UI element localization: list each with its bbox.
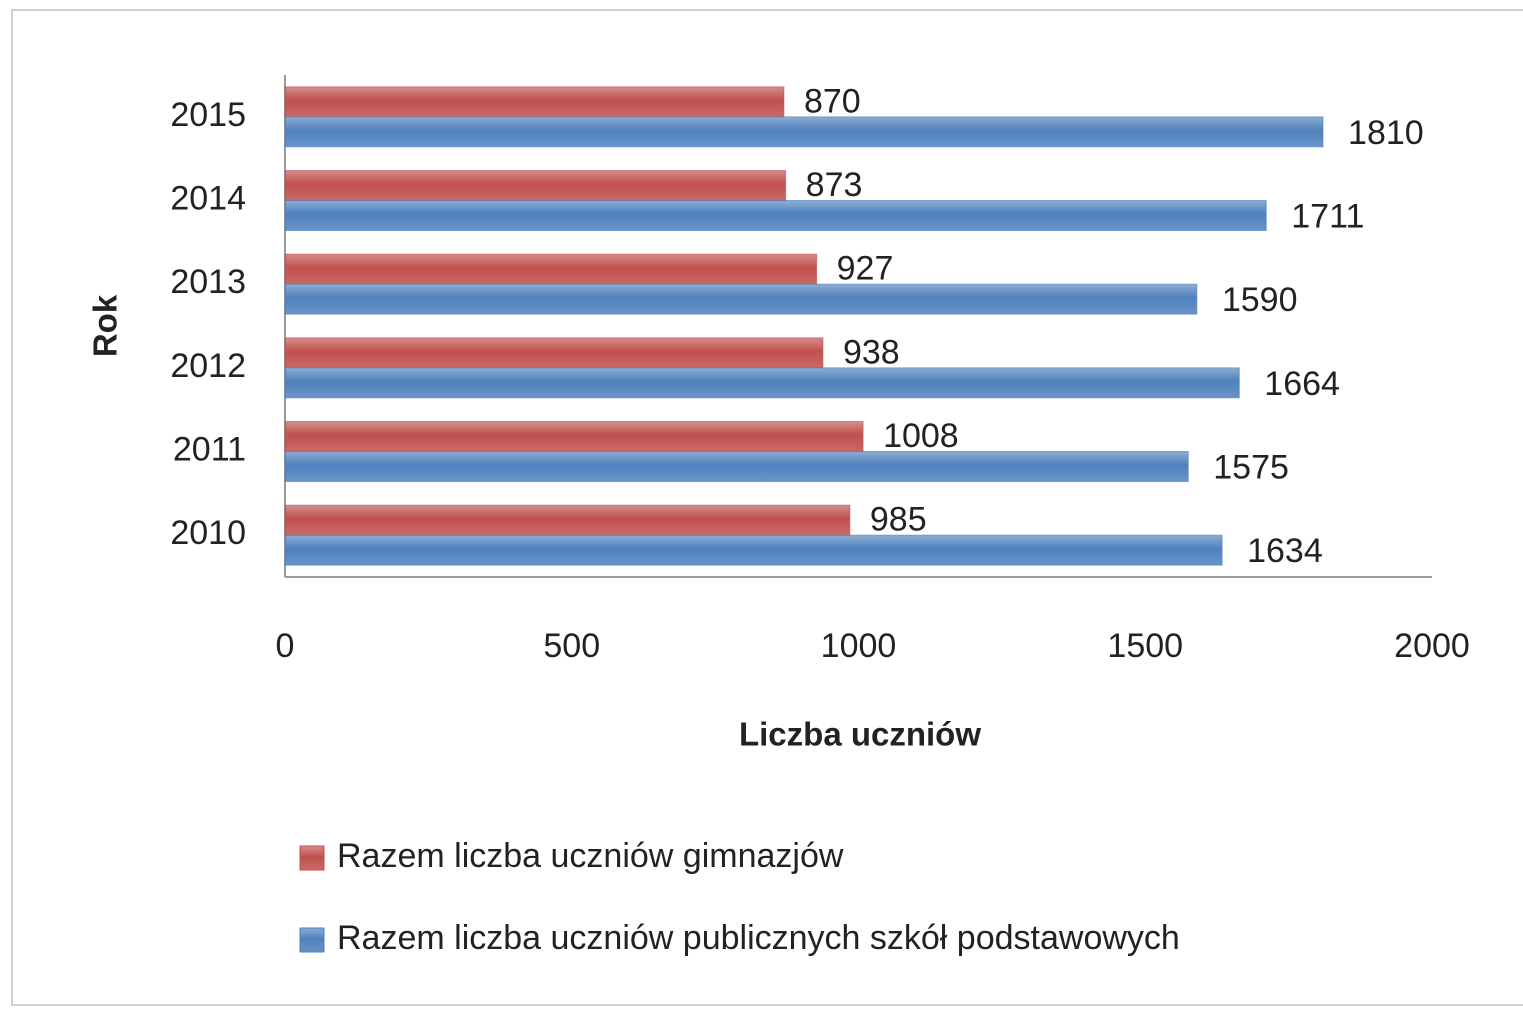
bar	[284, 170, 787, 201]
y-tick-label: 2015	[170, 96, 246, 134]
data-label: 873	[806, 166, 863, 204]
data-label: 1711	[1291, 197, 1364, 235]
bar	[284, 451, 1189, 482]
data-label: 938	[843, 333, 900, 371]
x-tick-label: 1000	[821, 627, 897, 665]
legend-swatch	[299, 927, 325, 953]
bar	[284, 200, 1267, 231]
legend-label: Razem liczba uczniów gimnazjów	[337, 837, 844, 875]
bar	[284, 421, 864, 452]
data-label: 1008	[883, 417, 959, 455]
data-label: 1575	[1213, 448, 1289, 486]
data-label: 985	[870, 501, 927, 539]
x-tick-label: 0	[276, 627, 295, 665]
data-label: 870	[804, 82, 861, 120]
bar	[284, 367, 1240, 399]
y-axis-title: Rok	[87, 294, 124, 357]
legend-label: Razem liczba uczniów publicznych szkół p…	[337, 919, 1180, 957]
bar	[284, 534, 1223, 566]
x-axis-title: Liczba uczniów	[739, 716, 981, 753]
y-tick-label: 2014	[170, 179, 246, 217]
bar	[284, 116, 1324, 148]
legend-swatch	[299, 845, 325, 871]
y-tick-label: 2011	[173, 430, 246, 468]
bar	[284, 504, 851, 536]
data-label: 1664	[1264, 365, 1340, 403]
bar	[284, 337, 824, 369]
bar	[284, 283, 1198, 315]
x-tick-label: 1500	[1107, 627, 1183, 665]
data-label: 1590	[1222, 281, 1298, 319]
data-label: 927	[837, 250, 894, 288]
data-label: 1810	[1348, 114, 1424, 152]
y-tick-label: 2012	[170, 347, 246, 385]
data-label: 1634	[1247, 532, 1323, 570]
x-tick-label: 2000	[1394, 627, 1470, 665]
bar	[284, 86, 785, 118]
x-tick-label: 500	[543, 627, 600, 665]
y-tick-label: 2010	[170, 514, 246, 552]
bar	[284, 253, 818, 285]
y-tick-label: 2013	[170, 263, 246, 301]
